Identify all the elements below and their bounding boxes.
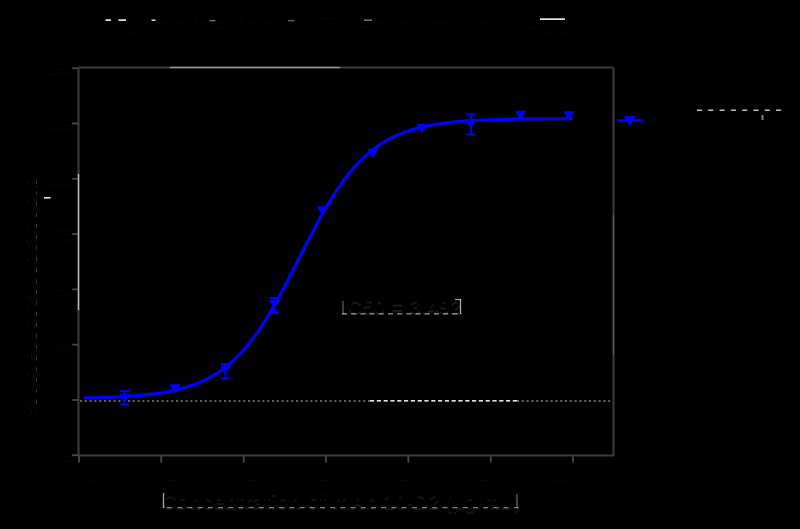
svg-text:75: 75 — [54, 225, 73, 244]
svg-text:10: 10 — [399, 465, 418, 484]
svg-text:mAb 10-D2: mAb 10-D2 — [653, 111, 788, 133]
svg-text:Concentration of mAb 10-D2 (µg: Concentration of mAb 10-D2 (µg/mL) — [162, 493, 520, 515]
svg-text:Concentration of mAb 10-D2 (µg: Concentration of mAb 10-D2 (µg/mL) — [162, 491, 520, 513]
svg-text:1: 1 — [321, 465, 330, 484]
svg-text:-25: -25 — [48, 446, 73, 465]
svg-text:Neutralization of TNFα by mAb: Neutralization of TNFα by mAb 10-D2 — [101, 13, 571, 43]
svg-text:100: 100 — [477, 465, 505, 484]
svg-text:0: 0 — [64, 391, 73, 410]
svg-text:IC50 = 3.492: IC50 = 3.492 — [342, 297, 461, 318]
svg-text:% neutralization: % neutralization — [20, 177, 42, 415]
svg-text:25: 25 — [54, 336, 73, 355]
svg-text:50: 50 — [54, 280, 73, 299]
svg-text:1000: 1000 — [554, 465, 592, 484]
svg-text:0.1: 0.1 — [232, 465, 256, 484]
svg-text:100: 100 — [45, 170, 73, 189]
svg-text:125: 125 — [45, 115, 73, 134]
svg-text:0.01: 0.01 — [145, 465, 178, 484]
svg-text:% neutralization: % neutralization — [19, 177, 41, 415]
svg-text:IC50 = 3.492: IC50 = 3.492 — [342, 299, 461, 320]
svg-text:150: 150 — [45, 59, 73, 78]
svg-text:0.001: 0.001 — [58, 465, 101, 484]
